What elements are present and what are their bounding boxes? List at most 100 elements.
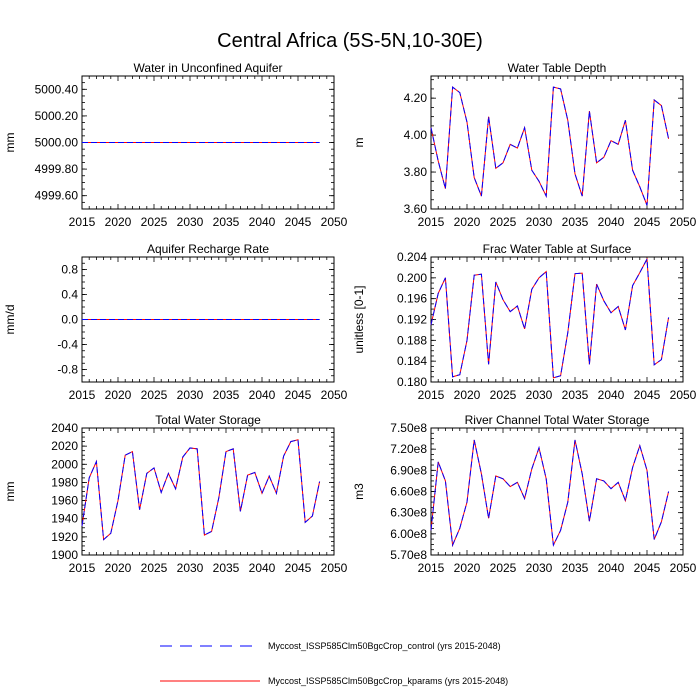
y-tick-label: 3.80 — [404, 165, 428, 179]
y-axis-label: mm/d — [3, 305, 17, 335]
y-tick-label: 0.196 — [397, 292, 427, 306]
y-tick-label: 7.20e8 — [390, 442, 427, 456]
x-tick-label: 2040 — [598, 215, 625, 229]
legend-line-solid-icon — [160, 680, 260, 682]
chart-panel-5: Total Water Storage mm 2015 2020 2025 2030 203… — [3, 413, 348, 575]
legend-item-kparams: Myccost_ISSP585Clm50BgcCrop_kparams (yrs… — [160, 676, 508, 686]
y-axis-label: unitless [0-1] — [352, 285, 366, 353]
y-axis-label: m — [352, 138, 366, 148]
y-tick-label: 4.00 — [404, 128, 428, 142]
x-tick-label: 2045 — [634, 561, 661, 575]
series-line-kparams — [430, 439, 670, 548]
x-tick-label: 2050 — [670, 561, 697, 575]
y-tick-label: 4.20 — [404, 91, 428, 105]
y-axis-label: mm — [3, 482, 17, 502]
x-tick-label: 2045 — [285, 215, 312, 229]
x-tick-label: 2030 — [526, 215, 553, 229]
x-tick-label: 2030 — [177, 561, 204, 575]
series-line-control — [430, 86, 670, 206]
chart-panel-1: Water in Unconfined Aquifer mm 2015 2020 202… — [3, 61, 348, 229]
x-tick-label: 2050 — [670, 215, 697, 229]
y-tick-label: 1960 — [51, 494, 78, 508]
x-tick-label: 2015 — [418, 215, 445, 229]
x-tick-label: 2030 — [177, 388, 204, 402]
x-tick-label: 2025 — [141, 561, 168, 575]
x-tick-label: 2020 — [105, 215, 132, 229]
x-tick-label: 2030 — [526, 388, 553, 402]
x-tick-label: 2040 — [598, 561, 625, 575]
x-tick-label: 2020 — [454, 561, 481, 575]
y-tick-label: 7.50e8 — [390, 421, 427, 435]
y-tick-label: 6.30e8 — [390, 506, 427, 520]
y-tick-label: 6.90e8 — [390, 463, 427, 477]
x-tick-label: 2020 — [105, 388, 132, 402]
x-tick-label: 2015 — [69, 215, 96, 229]
x-tick-label: 2050 — [321, 215, 348, 229]
legend-item-control: Myccost_ISSP585Clm50BgcCrop_control (yrs… — [160, 641, 501, 651]
y-tick-label: 5000.40 — [35, 82, 79, 96]
x-tick-label: 2050 — [321, 561, 348, 575]
chart-title: Total Water Storage — [155, 413, 261, 427]
y-tick-label: 1920 — [51, 530, 78, 544]
x-tick-label: 2030 — [177, 215, 204, 229]
legend-label-kparams: Myccost_ISSP585Clm50BgcCrop_kparams (yrs… — [268, 676, 509, 686]
x-tick-label: 2045 — [285, 561, 312, 575]
y-tick-label: 0.200 — [397, 271, 427, 285]
y-tick-label: 0.184 — [397, 354, 427, 368]
x-tick-label: 2035 — [562, 388, 589, 402]
series-line-control — [430, 439, 670, 548]
y-tick-label: 4999.60 — [35, 189, 79, 203]
x-tick-label: 2020 — [454, 215, 481, 229]
chart-title: Water Table Depth — [508, 61, 607, 75]
y-tick-label: 3.60 — [404, 202, 428, 216]
x-tick-label: 2045 — [634, 388, 661, 402]
legend-label-control: Myccost_ISSP585Clm50BgcCrop_control (yrs… — [268, 641, 501, 651]
y-tick-label: 0.8 — [61, 263, 78, 277]
y-tick-label: 0.192 — [397, 313, 427, 327]
chart-panel-3: Aquifer Recharge Rate mm/d 2015 2020 2025 203… — [3, 242, 348, 402]
y-tick-label: 1980 — [51, 475, 78, 489]
x-tick-label: 2020 — [454, 388, 481, 402]
y-tick-label: 2000 — [51, 457, 78, 471]
y-axis-label: mm — [3, 133, 17, 153]
x-tick-label: 2030 — [526, 561, 553, 575]
chart-title: Aquifer Recharge Rate — [147, 242, 269, 256]
y-tick-label: 5000.00 — [35, 136, 79, 150]
chart-panel-2: Water Table Depth m 2015 2020 2025 2030 2035 20… — [352, 61, 697, 229]
x-tick-label: 2040 — [249, 215, 276, 229]
y-tick-label: 0.4 — [61, 288, 78, 302]
y-tick-label: 1900 — [51, 548, 78, 562]
x-tick-label: 2040 — [249, 561, 276, 575]
legend-line-dashed-icon — [160, 645, 260, 647]
x-tick-label: 2035 — [213, 388, 240, 402]
chart-panel-6: River Channel Total Water Storage m3 2015 2… — [352, 413, 697, 575]
x-tick-label: 2045 — [634, 215, 661, 229]
x-tick-label: 2025 — [490, 561, 517, 575]
y-tick-label: -0.4 — [57, 338, 78, 352]
series-line-kparams — [430, 257, 670, 379]
x-tick-label: 2015 — [418, 561, 445, 575]
y-tick-label: 0.0 — [61, 313, 78, 327]
x-tick-label: 2025 — [141, 215, 168, 229]
x-tick-label: 2015 — [69, 561, 96, 575]
x-tick-label: 2025 — [490, 215, 517, 229]
x-tick-label: 2025 — [490, 388, 517, 402]
plot-frame — [430, 75, 684, 210]
x-tick-label: 2025 — [141, 388, 168, 402]
series-line-control — [430, 257, 670, 379]
y-tick-label: -0.8 — [57, 363, 78, 377]
series-line-kparams — [430, 86, 670, 206]
plot-frame — [430, 256, 684, 383]
y-tick-label: 5000.20 — [35, 109, 79, 123]
x-tick-label: 2015 — [69, 388, 96, 402]
x-tick-label: 2020 — [105, 561, 132, 575]
chart-title: Water in Unconfined Aquifer — [134, 61, 283, 75]
y-tick-label: 6.60e8 — [390, 485, 427, 499]
x-tick-label: 2015 — [418, 388, 445, 402]
y-tick-label: 2040 — [51, 421, 78, 435]
y-tick-label: 6.00e8 — [390, 527, 427, 541]
x-tick-label: 2050 — [670, 388, 697, 402]
y-tick-label: 5.70e8 — [390, 548, 427, 562]
y-tick-label: 0.204 — [397, 250, 427, 264]
